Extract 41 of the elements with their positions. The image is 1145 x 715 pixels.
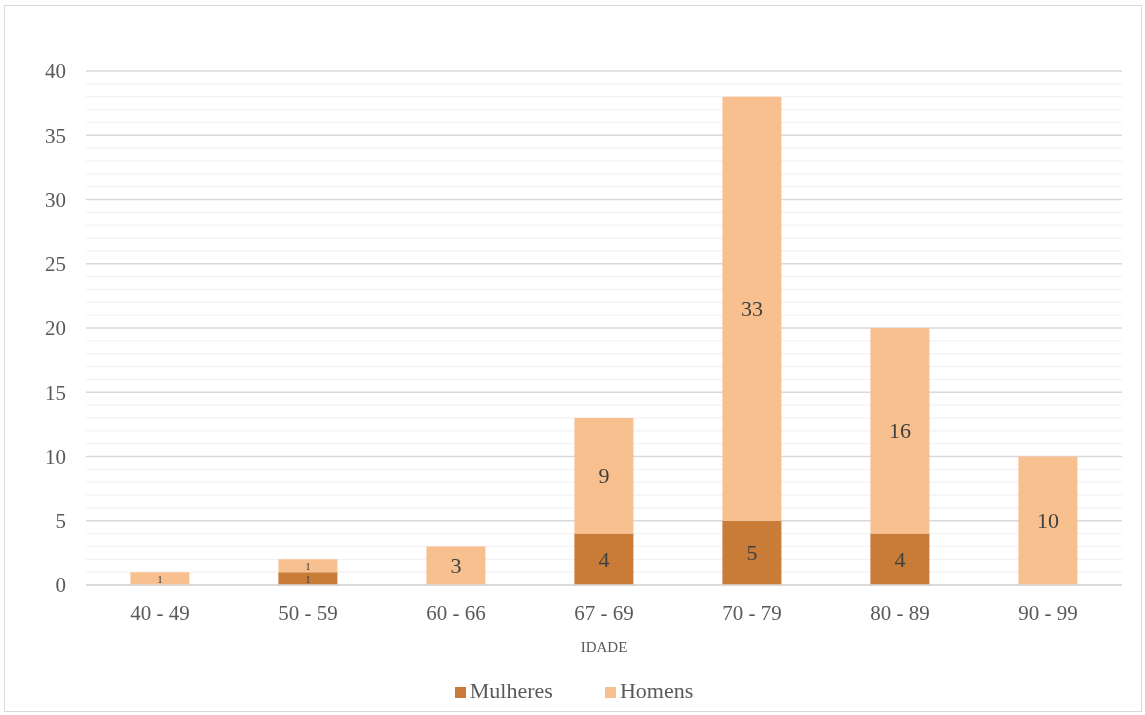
x-tick-label: 90 - 99 <box>1018 600 1078 625</box>
data-label: 4 <box>598 546 610 572</box>
bar <box>574 533 634 585</box>
data-label: 33 <box>740 296 763 322</box>
x-tick-label: 60 - 66 <box>426 600 486 625</box>
x-tick-label: 80 - 89 <box>870 600 930 625</box>
legend-label: Mulheres <box>469 678 553 703</box>
data-label: 16 <box>888 418 911 444</box>
data-label: 9 <box>598 463 610 489</box>
bar <box>278 572 338 585</box>
bar <box>870 328 930 534</box>
y-tick-label: 10 <box>45 444 66 469</box>
x-tick-label: 67 - 69 <box>574 600 634 625</box>
bar <box>722 520 782 585</box>
bar <box>722 96 782 521</box>
x-tick-label: 50 - 59 <box>278 600 338 625</box>
data-label: 1 <box>305 572 311 585</box>
y-tick-label: 30 <box>45 187 66 212</box>
bar <box>1018 456 1078 585</box>
x-tick-label: 40 - 49 <box>130 600 190 625</box>
y-tick-label: 5 <box>55 509 66 534</box>
bar <box>426 546 486 585</box>
data-label: 5 <box>746 540 758 566</box>
x-tick-label: 70 - 79 <box>722 600 782 625</box>
x-axis-title: IDADE <box>580 639 628 655</box>
y-tick-label: 25 <box>45 252 66 277</box>
data-label: 4 <box>894 546 906 572</box>
y-tick-label: 35 <box>45 123 66 148</box>
data-label: 1 <box>305 559 311 572</box>
y-tick-label: 20 <box>45 316 66 341</box>
bar <box>278 559 338 573</box>
bar <box>574 417 634 534</box>
data-label: 3 <box>450 553 462 579</box>
data-label: 1 <box>157 572 163 585</box>
bar <box>870 533 930 585</box>
y-tick-label: 15 <box>45 380 66 405</box>
y-tick-label: 0 <box>55 573 66 598</box>
data-label: 10 <box>1036 508 1059 534</box>
y-tick-label: 40 <box>45 59 66 84</box>
legend-label: Homens <box>619 678 694 703</box>
bar <box>130 572 190 585</box>
